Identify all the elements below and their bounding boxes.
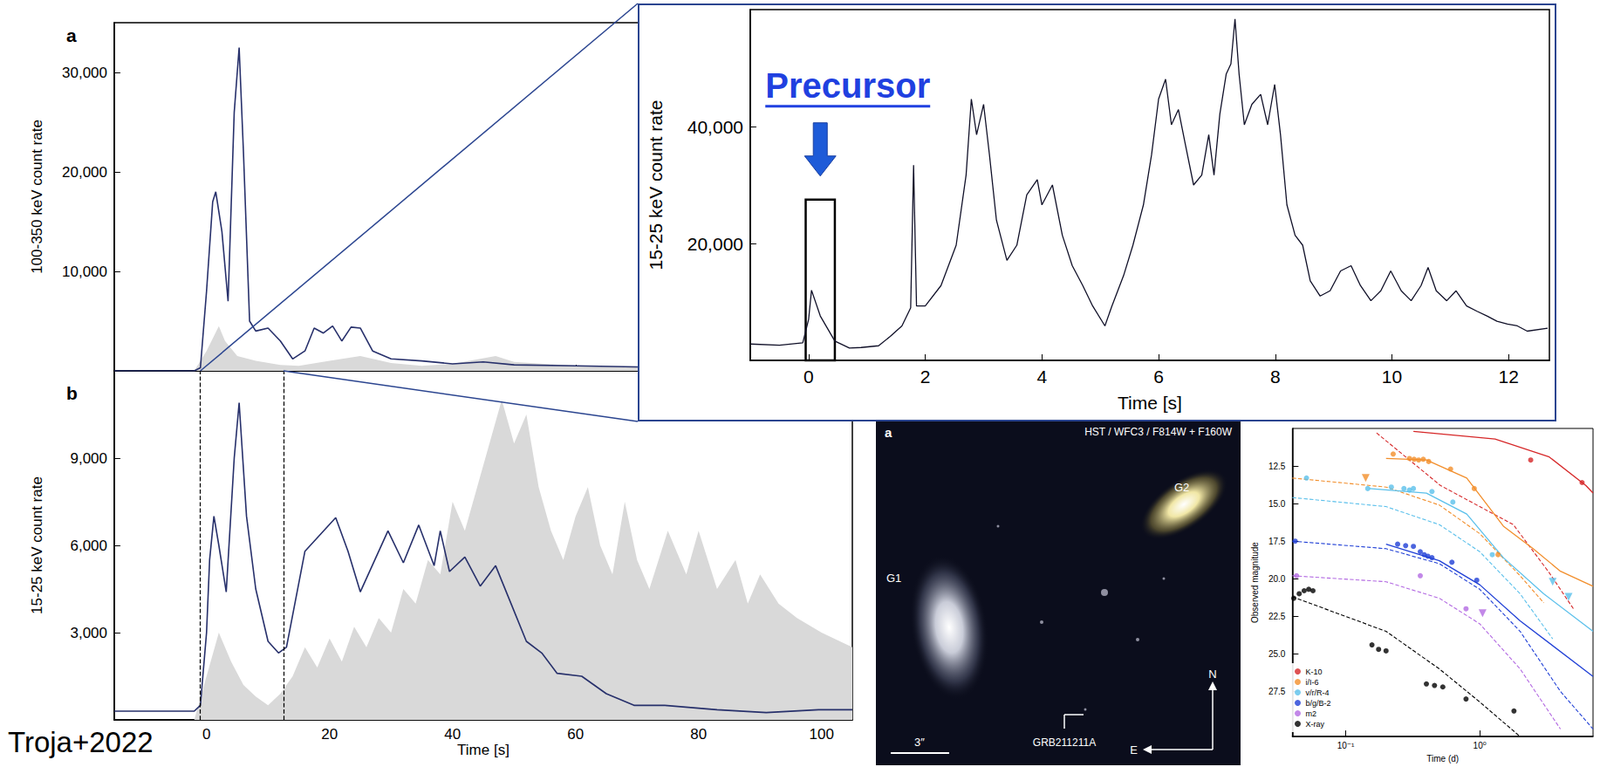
svg-text:E: E	[1129, 743, 1138, 757]
svg-text:Precursor: Precursor	[765, 66, 930, 105]
svg-text:20,000: 20,000	[687, 233, 744, 254]
svg-text:15-25 keV count rate: 15-25 keV count rate	[645, 100, 666, 271]
svg-text:15-25 keV count rate: 15-25 keV count rate	[28, 476, 46, 615]
svg-text:80: 80	[690, 725, 707, 743]
svg-text:17.5: 17.5	[1268, 536, 1286, 547]
svg-text:4: 4	[1036, 366, 1047, 387]
svg-text:K-10: K-10	[1305, 667, 1323, 677]
svg-text:12.5: 12.5	[1268, 461, 1286, 472]
svg-text:10: 10	[1381, 366, 1402, 387]
svg-text:0: 0	[202, 725, 211, 743]
svg-text:30,000: 30,000	[61, 64, 108, 82]
svg-text:Observed magnitude: Observed magnitude	[1250, 541, 1260, 623]
svg-text:60: 60	[567, 725, 584, 743]
svg-text:HST / WFC3 / F814W + F160W: HST / WFC3 / F814W + F160W	[1084, 425, 1232, 438]
svg-text:Troja+2022: Troja+2022	[7, 725, 154, 759]
svg-text:27.5: 27.5	[1268, 686, 1286, 697]
svg-text:G1: G1	[886, 571, 902, 585]
svg-text:20,000: 20,000	[61, 164, 108, 181]
svg-text:100: 100	[809, 725, 835, 743]
svg-text:a: a	[66, 25, 77, 46]
svg-text:25.0: 25.0	[1268, 649, 1286, 659]
svg-text:15.0: 15.0	[1268, 499, 1286, 509]
svg-text:v/r/R-4: v/r/R-4	[1305, 688, 1330, 698]
svg-text:100-350 keV count rate: 100-350 keV count rate	[28, 119, 46, 274]
svg-text:9,000: 9,000	[69, 450, 108, 467]
svg-text:b: b	[66, 382, 78, 404]
svg-text:Time [s]: Time [s]	[457, 741, 510, 759]
svg-text:10,000: 10,000	[61, 263, 108, 281]
svg-text:Time (d): Time (d)	[1426, 753, 1459, 764]
svg-text:22.5: 22.5	[1268, 611, 1286, 622]
svg-text:40: 40	[444, 725, 461, 743]
svg-text:N: N	[1208, 667, 1217, 681]
svg-text:6,000: 6,000	[69, 537, 108, 554]
svg-text:20.0: 20.0	[1268, 574, 1286, 584]
svg-text:20: 20	[321, 725, 338, 743]
svg-text:i/I-6: i/I-6	[1305, 677, 1320, 687]
svg-text:G2: G2	[1174, 480, 1190, 494]
svg-text:X-ray: X-ray	[1305, 719, 1326, 729]
svg-text:10⁰: 10⁰	[1473, 740, 1487, 751]
svg-text:8: 8	[1270, 366, 1281, 387]
svg-text:40,000: 40,000	[687, 116, 744, 137]
svg-text:3″: 3″	[914, 735, 925, 749]
svg-text:3,000: 3,000	[69, 624, 108, 642]
svg-text:6: 6	[1153, 366, 1164, 387]
svg-text:10⁻¹: 10⁻¹	[1337, 740, 1355, 751]
svg-text:m2: m2	[1305, 709, 1318, 718]
svg-text:GRB211211A: GRB211211A	[1032, 736, 1096, 749]
svg-text:0: 0	[803, 366, 814, 387]
svg-text:2: 2	[920, 366, 931, 387]
svg-text:Time [s]: Time [s]	[1117, 392, 1183, 413]
svg-text:b/g/B-2: b/g/B-2	[1305, 698, 1332, 708]
svg-text:a: a	[884, 424, 893, 440]
svg-text:12: 12	[1498, 366, 1519, 387]
